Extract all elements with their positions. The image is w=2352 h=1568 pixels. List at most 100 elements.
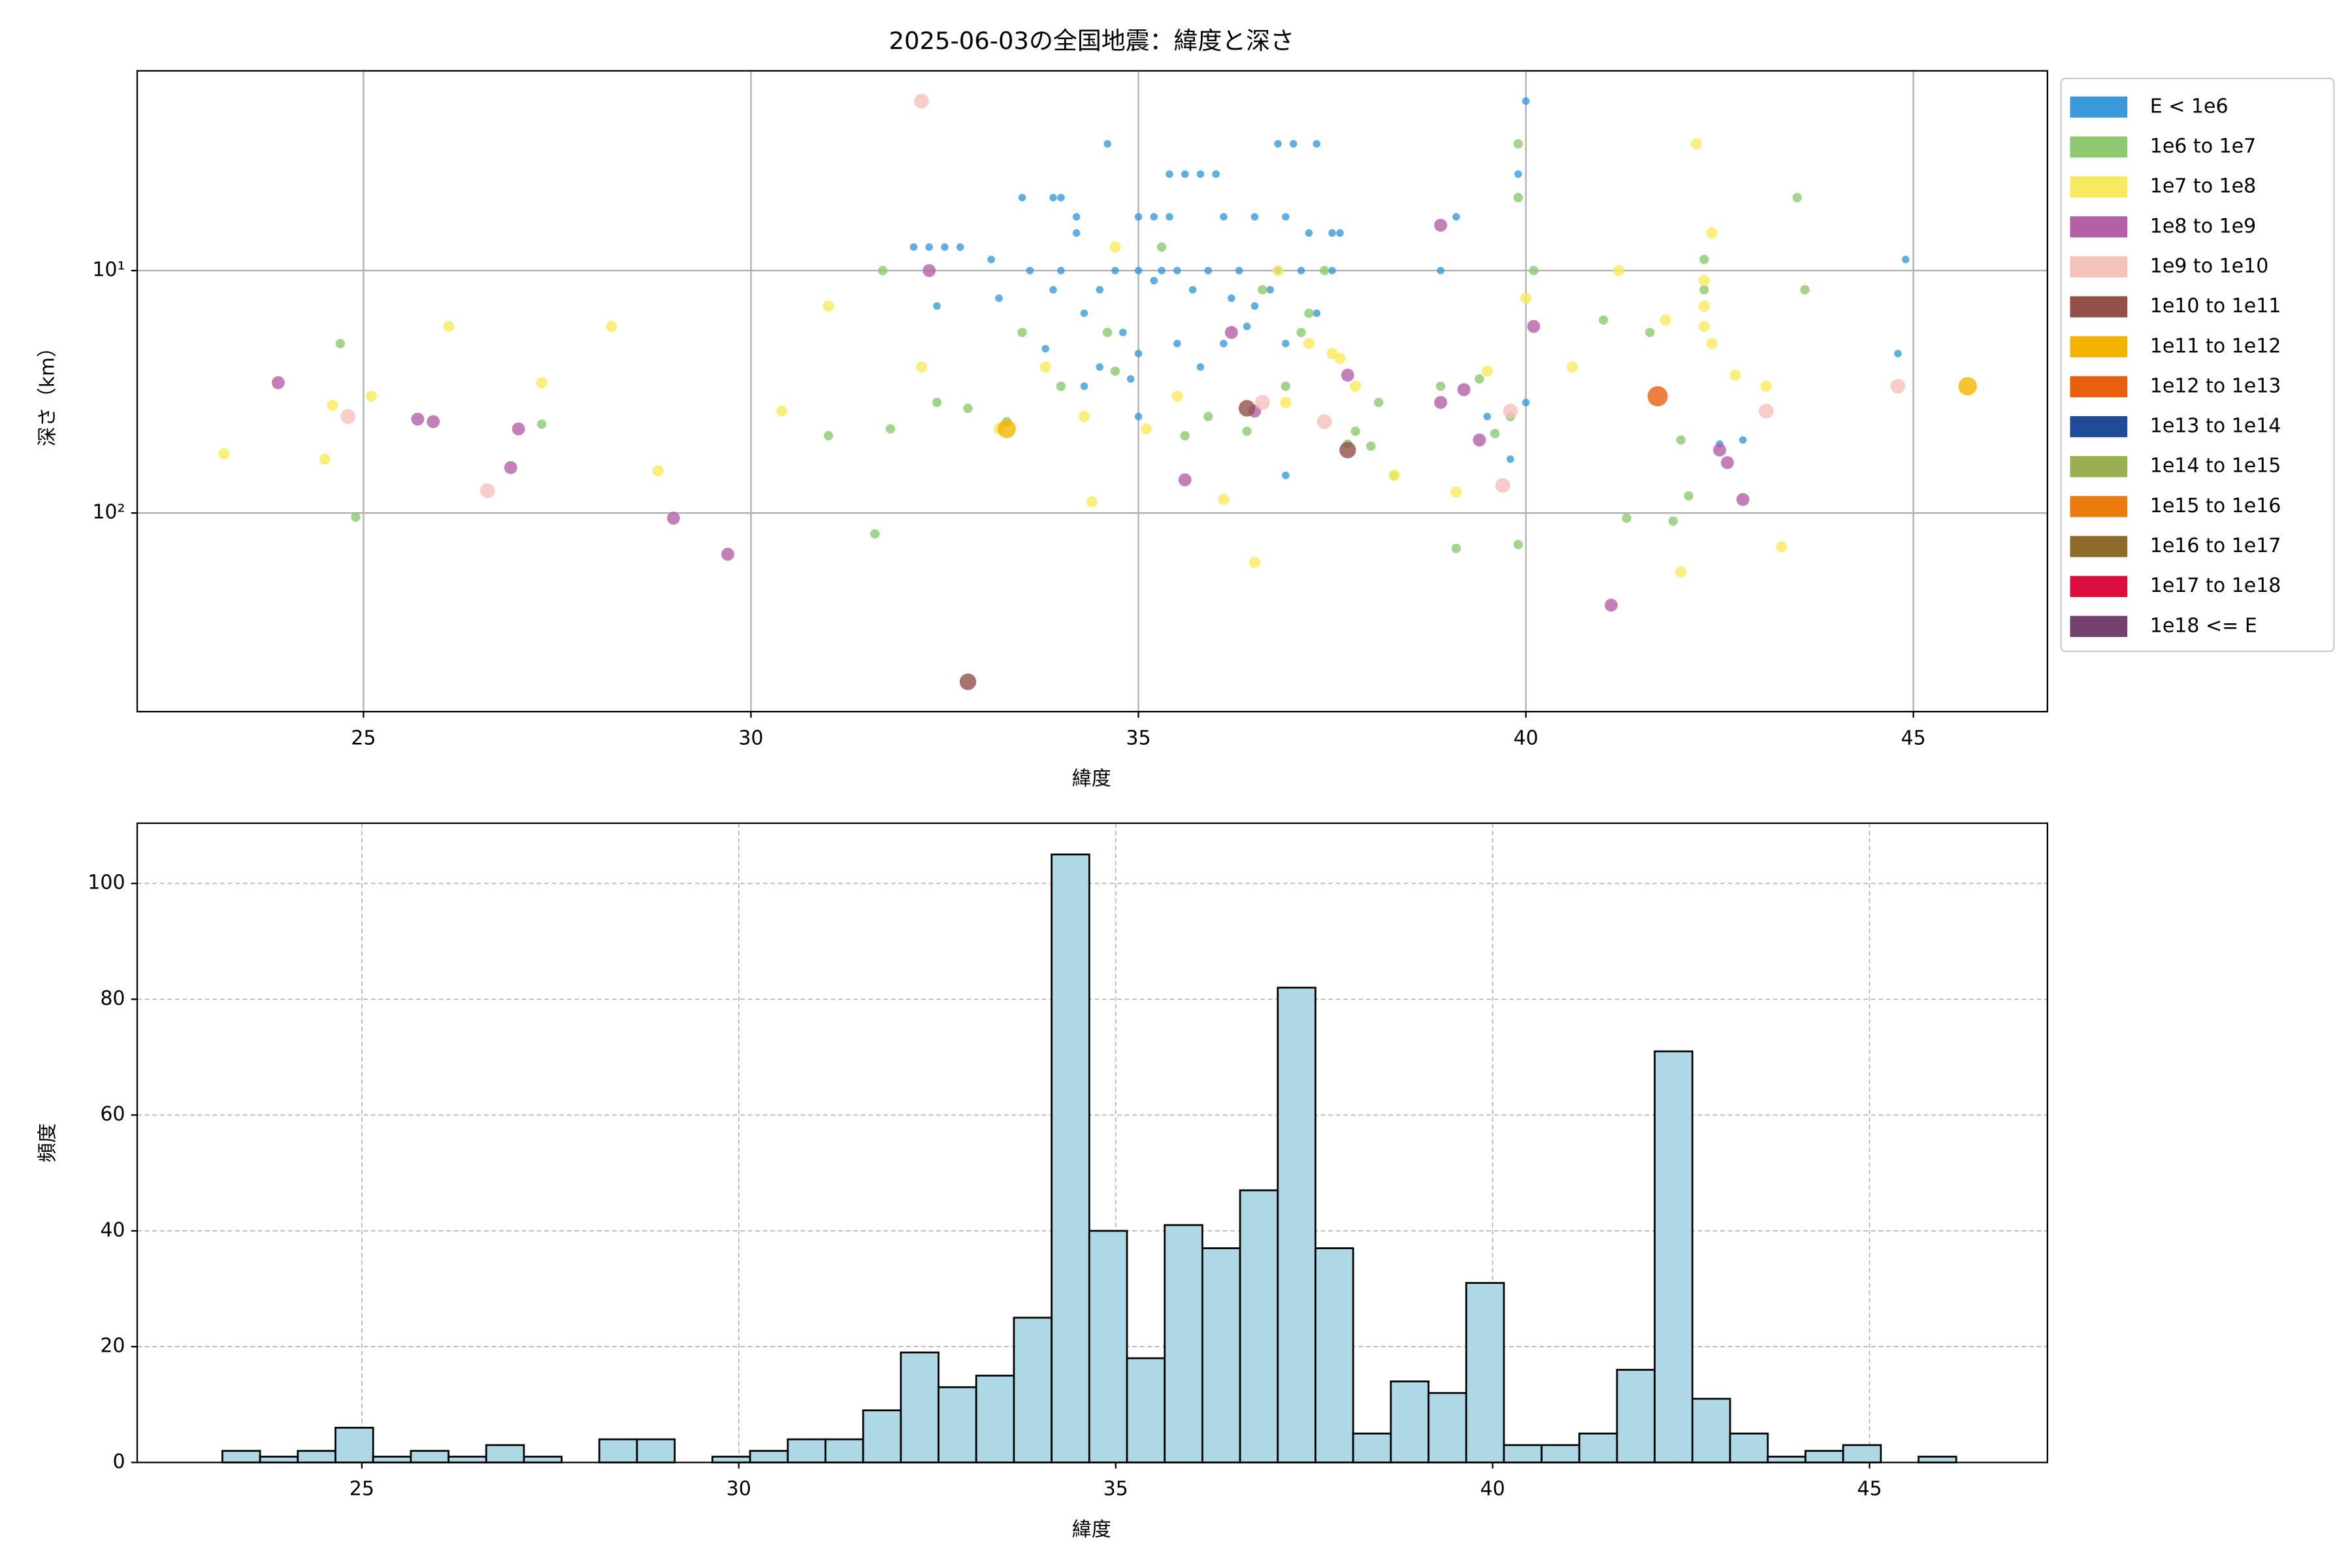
scatter-point — [335, 338, 345, 348]
scatter-point — [1150, 213, 1158, 221]
scatter-point — [1056, 382, 1066, 391]
scatter-point — [1072, 213, 1081, 221]
histogram-bar — [1390, 1380, 1429, 1463]
histogram-bar — [1428, 1392, 1467, 1463]
scatter-point — [932, 397, 942, 408]
legend-label: 1e15 to 1e16 — [2150, 495, 2281, 517]
scatter-point — [1250, 302, 1259, 310]
scatter-point — [1249, 557, 1260, 568]
scatter-point — [776, 405, 788, 417]
histogram-bar — [372, 1456, 412, 1463]
scatter-point — [1018, 193, 1026, 202]
scatter-point — [1388, 470, 1400, 482]
scatter-point — [1350, 426, 1360, 436]
scatter-point — [1451, 544, 1461, 553]
scatter-point — [1296, 327, 1306, 338]
scatter-point — [1800, 285, 1810, 295]
histogram-bar — [900, 1351, 939, 1463]
scatter-point — [1645, 327, 1655, 338]
scatter-point — [1266, 286, 1274, 294]
scatter-point — [1437, 267, 1445, 274]
histogram-bar — [410, 1450, 449, 1463]
scatter-point — [909, 243, 918, 251]
scatter-point — [1776, 541, 1788, 553]
legend-label: E < 1e6 — [2150, 95, 2229, 118]
scatter-point — [1203, 412, 1213, 421]
histogram-bar — [1051, 853, 1090, 1463]
scatter-point — [1080, 382, 1088, 390]
histogram-bar — [787, 1438, 826, 1463]
scatter-point — [1305, 229, 1313, 237]
scatter-point — [1254, 395, 1270, 410]
scatter-point — [1041, 344, 1049, 353]
scatter-point — [1272, 265, 1284, 276]
histogram-bar — [1465, 1282, 1505, 1463]
x-axis-label: 緯度 — [1072, 768, 1111, 791]
scatter-point — [443, 321, 455, 333]
scatter-point — [1212, 170, 1220, 178]
histogram-bar — [1918, 1456, 1957, 1463]
scatter-point — [997, 419, 1016, 438]
scatter-point — [1434, 218, 1448, 232]
scatter-point — [1675, 566, 1687, 578]
histogram-bar — [1805, 1450, 1844, 1463]
legend-swatch — [2070, 256, 2128, 278]
scatter-point — [1072, 229, 1081, 237]
scatter-point — [1274, 140, 1282, 148]
scatter-point — [1435, 382, 1446, 391]
scatter-point — [1250, 213, 1259, 221]
histogram-bar — [523, 1456, 563, 1463]
scatter-point — [1181, 170, 1189, 178]
scatter-point — [1218, 494, 1230, 506]
scatter-point — [1341, 368, 1354, 382]
legend-label: 1e17 to 1e18 — [2150, 574, 2281, 597]
scatter-point — [480, 483, 495, 498]
legend-label: 1e9 to 1e10 — [2150, 255, 2269, 278]
scatter-point — [1336, 229, 1344, 237]
scatter-point — [823, 300, 834, 312]
plot-frame — [136, 70, 2048, 713]
histogram-bar — [975, 1375, 1015, 1463]
histogram-bar — [1088, 1230, 1128, 1463]
histogram-bar — [1126, 1357, 1166, 1463]
scatter-point — [1220, 340, 1228, 348]
histogram-bar — [862, 1409, 902, 1463]
scatter-point — [1698, 300, 1710, 312]
scatter-point — [1481, 365, 1493, 377]
scatter-point — [327, 400, 338, 412]
scatter-point — [1483, 412, 1492, 421]
scatter-point — [1622, 513, 1631, 523]
scatter-point — [1196, 363, 1205, 371]
scatter-point — [1080, 309, 1088, 318]
scatter-point — [1366, 441, 1376, 451]
scatter-point — [1134, 267, 1143, 274]
scatter-point — [1086, 496, 1098, 508]
scatter-point — [923, 264, 936, 278]
chart-title: 2025-06-03の全国地震：緯度と深さ — [889, 27, 1294, 55]
scatter-point — [1166, 170, 1173, 178]
scatter-point — [411, 412, 425, 426]
scatter-point — [1503, 403, 1518, 419]
scatter-point — [1238, 400, 1256, 417]
scatter-point — [914, 93, 929, 109]
scatter-point — [877, 265, 888, 276]
scatter-point — [1111, 267, 1119, 274]
legend-label: 1e12 to 1e13 — [2150, 374, 2281, 397]
scatter-point — [1134, 350, 1143, 357]
scatter-point — [1171, 390, 1183, 402]
scatter-point — [1282, 340, 1290, 348]
scatter-point — [340, 409, 355, 424]
histogram-bar — [1767, 1456, 1806, 1463]
scatter-point — [1196, 170, 1205, 178]
scatter-point — [1281, 382, 1291, 391]
scatter-point — [1958, 377, 1977, 396]
y-axis-label: 深さ（km） — [36, 338, 59, 447]
scatter-point — [1289, 140, 1298, 148]
scatter-point — [1659, 314, 1671, 326]
scatter-point — [1049, 286, 1057, 294]
y-axis-label: 頻度 — [36, 1123, 59, 1162]
scatter-point — [1258, 285, 1267, 295]
legend-swatch — [2070, 96, 2128, 118]
legend-label: 1e18 <= E — [2150, 614, 2257, 637]
scatter-point — [1173, 267, 1181, 274]
